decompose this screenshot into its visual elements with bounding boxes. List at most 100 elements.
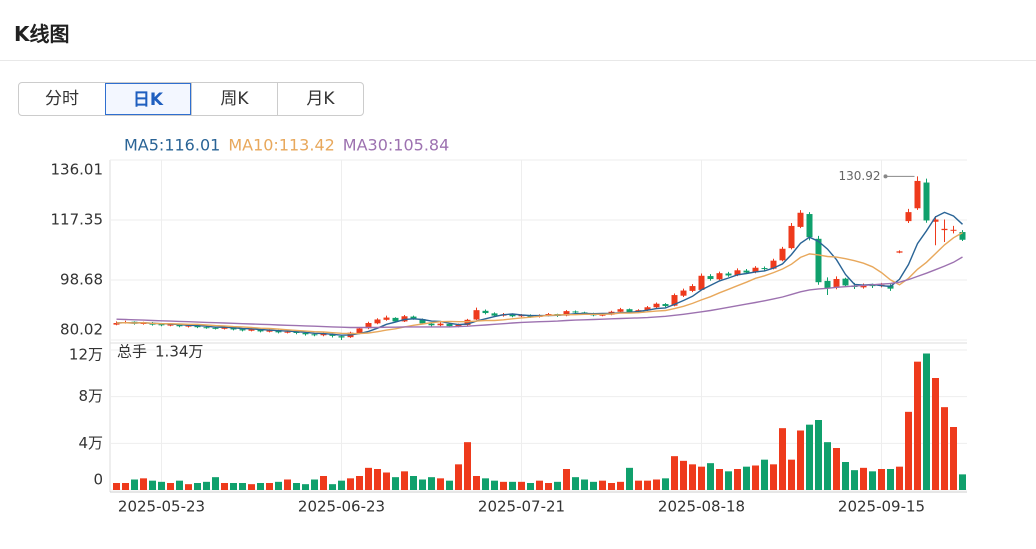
candle-body [752,267,759,273]
period-tab[interactable]: 分时 [45,89,79,109]
volume-bar [221,483,228,490]
candle-body [284,331,291,333]
volume-bar [833,448,840,490]
candle-body [419,319,426,324]
candle-body [860,285,867,288]
volume-bar [329,484,336,490]
candle-body [455,324,462,327]
volume-bar [896,466,903,490]
volume-bar [662,478,669,490]
volume-bar [275,481,282,490]
candle-body [914,180,921,209]
volume-bar [824,442,831,490]
volume-bar [113,483,120,490]
candle-body [959,232,966,240]
candle-body [599,314,606,316]
volume-bar [428,477,435,490]
candle-body [716,273,723,280]
candle-body [473,310,480,320]
volume-bar [959,474,966,490]
candle-body [113,323,120,325]
candle-body [698,275,705,290]
period-tab[interactable]: 月K [277,83,363,115]
volume-bar [707,463,714,490]
candle-body [680,290,687,296]
volume-tick-label: 8万 [78,387,103,405]
candle-body [923,182,930,221]
ma-line [116,231,963,335]
volume-bar [176,480,183,490]
volume-bar [446,480,453,490]
volume-bar [905,411,912,490]
volume-bar [680,460,687,490]
candle-body [896,251,903,253]
candle-body [689,286,696,291]
volume-bar [806,424,813,490]
candle-body [266,330,273,332]
volume-bar [419,479,426,490]
volume-bar [365,467,372,490]
volume-bar [590,481,597,490]
candle-body [725,273,732,276]
volume-bar [140,478,147,490]
candle-body [869,285,876,287]
y-tick-label: 98.68 [60,271,103,289]
volume-bar [383,472,390,490]
candle-body [806,214,813,238]
candle-body [743,270,750,273]
candle-body [932,219,939,222]
candle-body [185,325,192,327]
volume-bar [671,456,678,490]
x-tick-label: 2025-06-23 [298,498,385,516]
candle-body [239,329,246,331]
legend-entry: MA30:105.84 [343,136,449,155]
volume-bar [500,481,507,490]
volume-tick-label: 12万 [69,346,103,364]
volume-bar [734,469,741,490]
volume-bar [842,462,849,490]
volume-bar [437,478,444,490]
high-marker-label: 130.92 [839,169,881,183]
volume-bar [338,480,345,490]
volume-bar [788,459,795,490]
period-tab[interactable]: 周K [191,83,277,115]
volume-bar [455,464,462,490]
volume-bar [716,469,723,490]
period-tab[interactable]: 日K [105,83,191,115]
volume-bar [518,481,525,490]
volume-bar [392,477,399,490]
candle-body [383,317,390,320]
candle-body [167,323,174,326]
candle-body [338,336,345,338]
candle-body [491,313,498,316]
volume-bar [401,471,408,490]
volume-bar [464,442,471,490]
candle-body [572,311,579,313]
volume-bar [527,483,534,490]
candle-body [824,280,831,288]
volume-bar [878,469,885,490]
volume-bar [194,483,201,490]
volume-bar [770,464,777,490]
volume-bar [617,481,624,490]
candle-body [707,276,714,279]
volume-bar [257,483,264,490]
volume-bar [167,483,174,490]
volume-bar [644,480,651,490]
volume-bar [797,430,804,490]
volume-bar [761,459,768,490]
candle-body [392,317,399,322]
ma-line [116,256,963,329]
candle-body [734,270,741,276]
volume-bar [149,480,156,490]
candle-body [257,329,264,332]
candle-body [815,238,822,283]
volume-bar [284,479,291,490]
candle-body [446,323,453,327]
volume-bar [752,465,759,490]
candle-body [842,278,849,286]
candle-body [203,327,210,329]
candle-body [770,260,777,269]
